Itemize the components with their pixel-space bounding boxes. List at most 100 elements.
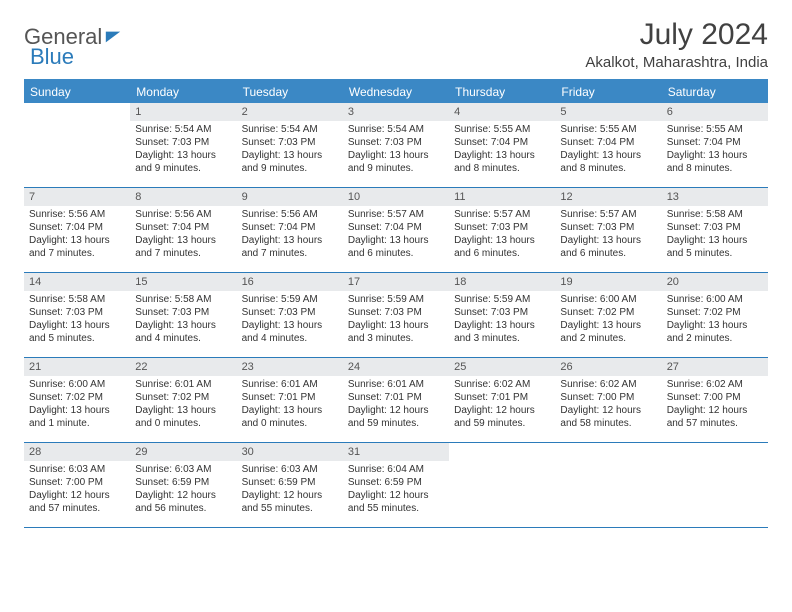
day-content: Sunrise: 5:55 AMSunset: 7:04 PMDaylight:…	[449, 123, 555, 179]
day-sunrise: Sunrise: 5:57 AM	[560, 208, 656, 221]
day-cell: 10Sunrise: 5:57 AMSunset: 7:04 PMDayligh…	[343, 188, 449, 272]
day-day2: and 7 minutes.	[135, 247, 231, 260]
day-cell: 3 Sunrise: 5:54 AMSunset: 7:03 PMDaylight…	[343, 103, 449, 187]
day-sunrise: Sunrise: 5:54 AM	[242, 123, 338, 136]
day-sunrise: Sunrise: 6:03 AM	[29, 463, 125, 476]
day-cell: 31Sunrise: 6:04 AMSunset: 6:59 PMDayligh…	[343, 443, 449, 527]
day-header-monday: Monday	[130, 81, 236, 103]
day-day2: and 9 minutes.	[242, 162, 338, 175]
logo-flag-icon	[104, 28, 122, 46]
day-cell: 13 Sunrise: 5:58 AMSunset: 7:03 PMDayligh…	[662, 188, 768, 272]
day-content: Sunrise: 6:03 AMSunset: 7:00 PMDaylight:…	[24, 463, 130, 519]
day-content: Sunrise: 5:58 AMSunset: 7:03 PMDaylight:…	[662, 208, 768, 264]
day-day1: Daylight: 13 hours	[667, 234, 763, 247]
day-day1: Daylight: 13 hours	[667, 319, 763, 332]
day-cell: 6 Sunrise: 5:55 AMSunset: 7:04 PMDaylight…	[662, 103, 768, 187]
day-number: 13	[662, 188, 768, 206]
day-sunset: Sunset: 7:02 PM	[560, 306, 656, 319]
day-sunrise: Sunrise: 5:54 AM	[348, 123, 444, 136]
day-content: Sunrise: 5:54 AMSunset: 7:03 PMDaylight:…	[130, 123, 236, 179]
day-header-thursday: Thursday	[449, 81, 555, 103]
day-cell: 2Sunrise: 5:54 AMSunset: 7:03 PMDaylight…	[237, 103, 343, 187]
day-cell: 14Sunrise: 5:58 AMSunset: 7:03 PMDayligh…	[24, 273, 130, 357]
day-day1: Daylight: 13 hours	[560, 149, 656, 162]
day-day1: Daylight: 12 hours	[242, 489, 338, 502]
day-day1: Daylight: 13 hours	[135, 319, 231, 332]
day-day2: and 59 minutes.	[454, 417, 550, 430]
week-row: 7Sunrise: 5:56 AMSunset: 7:04 PMDaylight…	[24, 188, 768, 273]
day-number: 11	[449, 188, 555, 206]
day-header-friday: Friday	[555, 81, 661, 103]
day-sunset: Sunset: 7:04 PM	[348, 221, 444, 234]
day-day1: Daylight: 13 hours	[348, 319, 444, 332]
day-content: Sunrise: 5:55 AMSunset: 7:04 PMDaylight:…	[555, 123, 661, 179]
day-day1: Daylight: 13 hours	[135, 404, 231, 417]
location: Akalkot, Maharashtra, India	[585, 54, 768, 71]
day-content: Sunrise: 6:02 AMSunset: 7:00 PMDaylight:…	[555, 378, 661, 434]
day-sunrise: Sunrise: 6:03 AM	[135, 463, 231, 476]
day-number: 5	[555, 103, 661, 121]
day-day1: Daylight: 13 hours	[454, 149, 550, 162]
day-day1: Daylight: 13 hours	[667, 149, 763, 162]
day-number: 31	[343, 443, 449, 461]
day-day2: and 5 minutes.	[29, 332, 125, 345]
day-sunrise: Sunrise: 5:56 AM	[242, 208, 338, 221]
day-cell: 11Sunrise: 5:57 AMSunset: 7:03 PMDayligh…	[449, 188, 555, 272]
title-block: July 2024 Akalkot, Maharashtra, India	[585, 18, 768, 71]
day-header-saturday: Saturday	[662, 81, 768, 103]
day-sunset: Sunset: 7:04 PM	[560, 136, 656, 149]
day-sunset: Sunset: 7:02 PM	[135, 391, 231, 404]
day-cell: 29Sunrise: 6:03 AMSunset: 6:59 PMDayligh…	[130, 443, 236, 527]
day-number: 7	[24, 188, 130, 206]
day-content: Sunrise: 5:57 AMSunset: 7:03 PMDaylight:…	[555, 208, 661, 264]
day-content: Sunrise: 5:54 AMSunset: 7:03 PMDaylight:…	[343, 123, 449, 179]
day-day2: and 56 minutes.	[135, 502, 231, 515]
day-cell: 18Sunrise: 5:59 AMSunset: 7:03 PMDayligh…	[449, 273, 555, 357]
day-number: 16	[237, 273, 343, 291]
day-cell: 21Sunrise: 6:00 AMSunset: 7:02 PMDayligh…	[24, 358, 130, 442]
day-day2: and 7 minutes.	[242, 247, 338, 260]
day-sunrise: Sunrise: 6:02 AM	[667, 378, 763, 391]
day-number: 26	[555, 358, 661, 376]
day-sunset: Sunset: 7:01 PM	[348, 391, 444, 404]
day-day1: Daylight: 12 hours	[29, 489, 125, 502]
day-header-tuesday: Tuesday	[237, 81, 343, 103]
day-day2: and 55 minutes.	[242, 502, 338, 515]
day-day1: Daylight: 13 hours	[135, 149, 231, 162]
day-sunset: Sunset: 7:00 PM	[29, 476, 125, 489]
day-sunset: Sunset: 7:01 PM	[454, 391, 550, 404]
day-number: 6	[662, 103, 768, 121]
day-day2: and 57 minutes.	[29, 502, 125, 515]
day-sunset: Sunset: 7:03 PM	[667, 221, 763, 234]
day-content: Sunrise: 6:00 AMSunset: 7:02 PMDaylight:…	[24, 378, 130, 434]
day-sunset: Sunset: 6:59 PM	[348, 476, 444, 489]
day-cell	[555, 443, 661, 527]
day-content: Sunrise: 5:55 AMSunset: 7:04 PMDaylight:…	[662, 123, 768, 179]
day-day2: and 0 minutes.	[242, 417, 338, 430]
day-sunset: Sunset: 7:04 PM	[242, 221, 338, 234]
day-day1: Daylight: 12 hours	[348, 489, 444, 502]
day-number: 25	[449, 358, 555, 376]
day-number: 3	[343, 103, 449, 121]
day-number: 20	[662, 273, 768, 291]
day-day1: Daylight: 13 hours	[242, 404, 338, 417]
day-number: 24	[343, 358, 449, 376]
day-sunrise: Sunrise: 5:58 AM	[667, 208, 763, 221]
day-content: Sunrise: 6:00 AMSunset: 7:02 PMDaylight:…	[555, 293, 661, 349]
month-title: July 2024	[585, 18, 768, 52]
day-sunrise: Sunrise: 6:00 AM	[667, 293, 763, 306]
day-number: 12	[555, 188, 661, 206]
day-number: 14	[24, 273, 130, 291]
day-content: Sunrise: 6:02 AMSunset: 7:00 PMDaylight:…	[662, 378, 768, 434]
calendar: SundayMondayTuesdayWednesdayThursdayFrid…	[24, 79, 768, 528]
day-cell: 24Sunrise: 6:01 AMSunset: 7:01 PMDayligh…	[343, 358, 449, 442]
day-number: 9	[237, 188, 343, 206]
day-day2: and 7 minutes.	[29, 247, 125, 260]
day-day1: Daylight: 13 hours	[348, 149, 444, 162]
day-day2: and 58 minutes.	[560, 417, 656, 430]
day-sunset: Sunset: 7:03 PM	[454, 306, 550, 319]
header: General July 2024 Akalkot, Maharashtra, …	[24, 18, 768, 71]
day-number: 23	[237, 358, 343, 376]
day-sunrise: Sunrise: 6:01 AM	[135, 378, 231, 391]
day-cell	[449, 443, 555, 527]
